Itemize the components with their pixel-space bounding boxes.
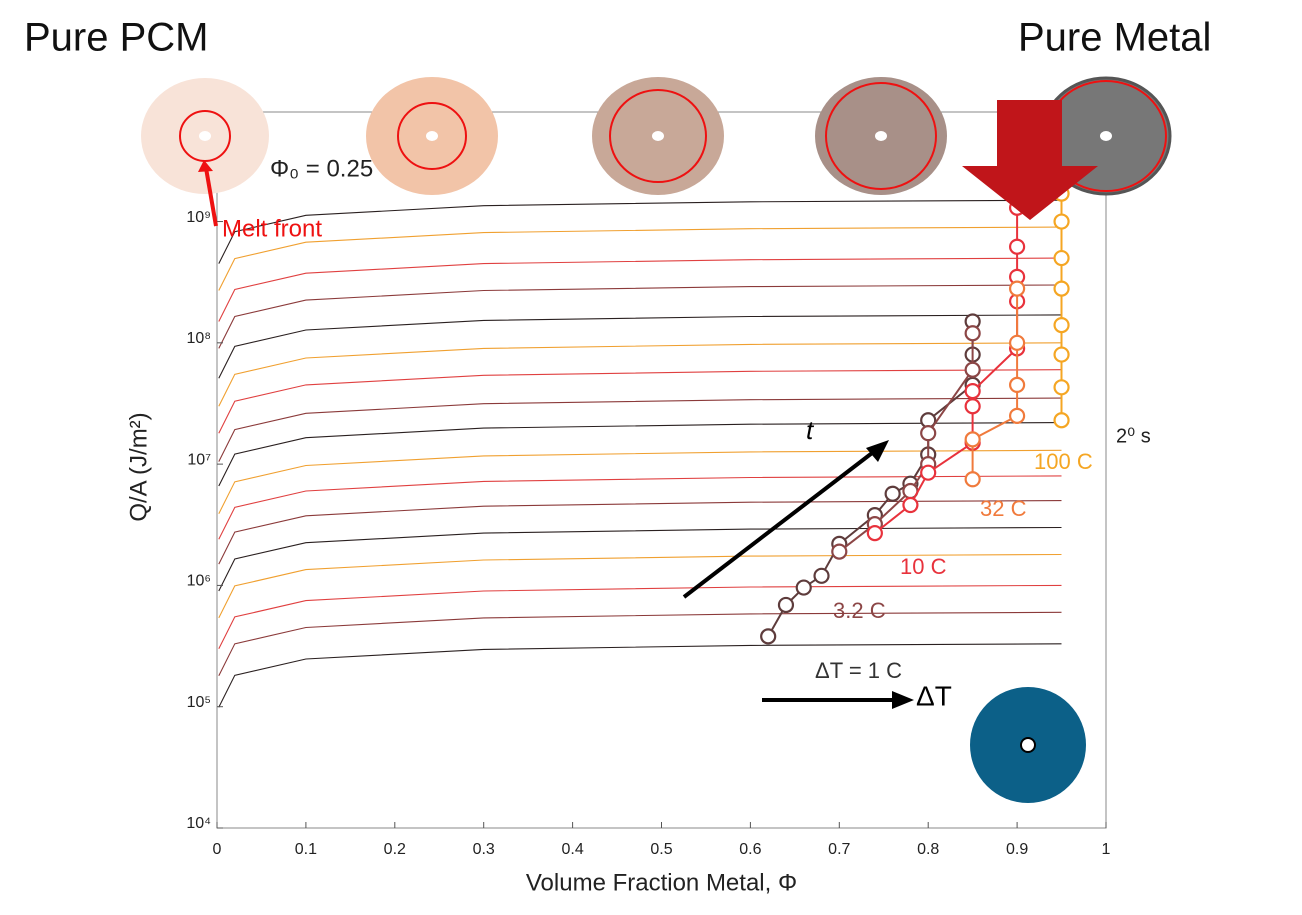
data-point	[902, 496, 919, 514]
x-tick-label: 0.4	[561, 841, 583, 858]
x-tick-label: 0.3	[473, 841, 495, 858]
axes: 0 0.1 0.2 0.3 0.4 0.5 0.6 0.7 0.8 0.9 1 10⁴ 10⁵ 10⁶ 10…	[125, 111, 1111, 896]
background-curve	[218, 449, 1062, 514]
x-tick-label: 0.2	[384, 841, 406, 858]
data-point	[964, 382, 981, 400]
x-tick-label: 0.9	[1006, 841, 1028, 858]
data-point	[1008, 407, 1026, 424]
data-point	[1053, 346, 1070, 363]
background-curve	[218, 199, 1062, 264]
data-point	[1053, 317, 1070, 334]
background-curve	[218, 526, 1062, 592]
melt-front-label: Melt front	[222, 215, 322, 242]
x-tick-label: 0.6	[739, 841, 761, 858]
data-point	[964, 361, 981, 378]
x-tick-label: 0.7	[828, 841, 850, 858]
data-point	[813, 567, 830, 584]
data-point	[964, 398, 981, 415]
data-point	[1053, 249, 1070, 267]
background-curve	[218, 257, 1062, 322]
data-point	[777, 596, 795, 614]
melt-arrowhead	[198, 160, 213, 172]
data-point	[884, 485, 901, 502]
data-point	[964, 471, 981, 488]
background-curve	[218, 342, 1062, 407]
delta-t-arrowhead	[892, 691, 914, 709]
background-curve	[218, 369, 1062, 434]
y-axis-label: Q/A (J/m²)	[125, 412, 152, 521]
phi0-annotation: Φ₀ = 0.25	[270, 155, 373, 182]
data-point	[1008, 334, 1026, 351]
background-curve	[218, 314, 1062, 379]
y-tick-label: 10⁷	[187, 451, 211, 468]
background-curve	[218, 475, 1062, 540]
data-point	[1053, 379, 1070, 396]
data-point	[1053, 213, 1070, 230]
pcm-illustrations	[141, 76, 1172, 196]
x-axis-label: Volume Fraction Metal, Φ	[526, 869, 797, 896]
background-curve	[218, 284, 1062, 349]
y-tick-label: 10⁹	[186, 209, 211, 226]
data-point	[1008, 238, 1026, 255]
time-arrow	[682, 448, 878, 599]
data-point	[920, 425, 937, 442]
background-curve	[218, 422, 1062, 487]
background-curves	[218, 199, 1062, 708]
y-tick-label: 10⁴	[186, 815, 211, 832]
data-point	[1008, 280, 1026, 297]
series-label: ΔT = 1 C	[815, 658, 902, 683]
series-label: 32 C	[980, 496, 1027, 521]
background-curve	[218, 643, 1062, 708]
background-curve	[218, 584, 1062, 650]
background-curve	[218, 397, 1062, 462]
data-point	[920, 464, 937, 481]
pure-pcm-label: Pure PCM	[24, 16, 209, 60]
data-point	[760, 628, 777, 645]
metal-illustration	[970, 687, 1086, 803]
time-label: t	[806, 415, 815, 445]
red-arrow	[962, 100, 1098, 220]
background-curve	[218, 500, 1062, 565]
data-point	[795, 579, 812, 596]
data-point	[964, 325, 981, 342]
series-line	[838, 333, 974, 553]
series-label: 3.2 C	[833, 598, 886, 623]
y-tick-label: 10⁵	[187, 694, 211, 711]
data-point	[1008, 376, 1026, 393]
time-arrowhead	[866, 440, 889, 462]
data-point	[964, 431, 981, 448]
y-tick-label: 10⁶	[187, 573, 211, 590]
delta-t-label: ΔT	[916, 680, 952, 711]
background-curve	[218, 611, 1062, 676]
x-tick-label: 0.5	[650, 841, 672, 858]
data-point	[1053, 412, 1070, 429]
background-curve	[218, 226, 1062, 291]
pure-metal-label: Pure Metal	[1018, 16, 1211, 60]
data-point	[866, 524, 883, 542]
seconds-label: 2⁰ s	[1116, 425, 1151, 447]
data-point	[1053, 280, 1070, 297]
melt-arrow	[204, 167, 218, 227]
background-curve	[218, 553, 1062, 619]
x-tick-label: 0.1	[295, 841, 317, 858]
x-tick-label: 0.8	[917, 841, 939, 858]
x-tick-label: 0	[213, 841, 222, 858]
series-label: 100 C	[1034, 449, 1093, 474]
y-tick-label: 10⁸	[186, 330, 211, 347]
x-tick-label: 1	[1102, 841, 1111, 858]
data-point	[831, 543, 848, 560]
series-label: 10 C	[900, 554, 947, 579]
data-marks: ΔT = 1 C 3.2 C 10 C 32 C 100 C	[760, 185, 1093, 683]
